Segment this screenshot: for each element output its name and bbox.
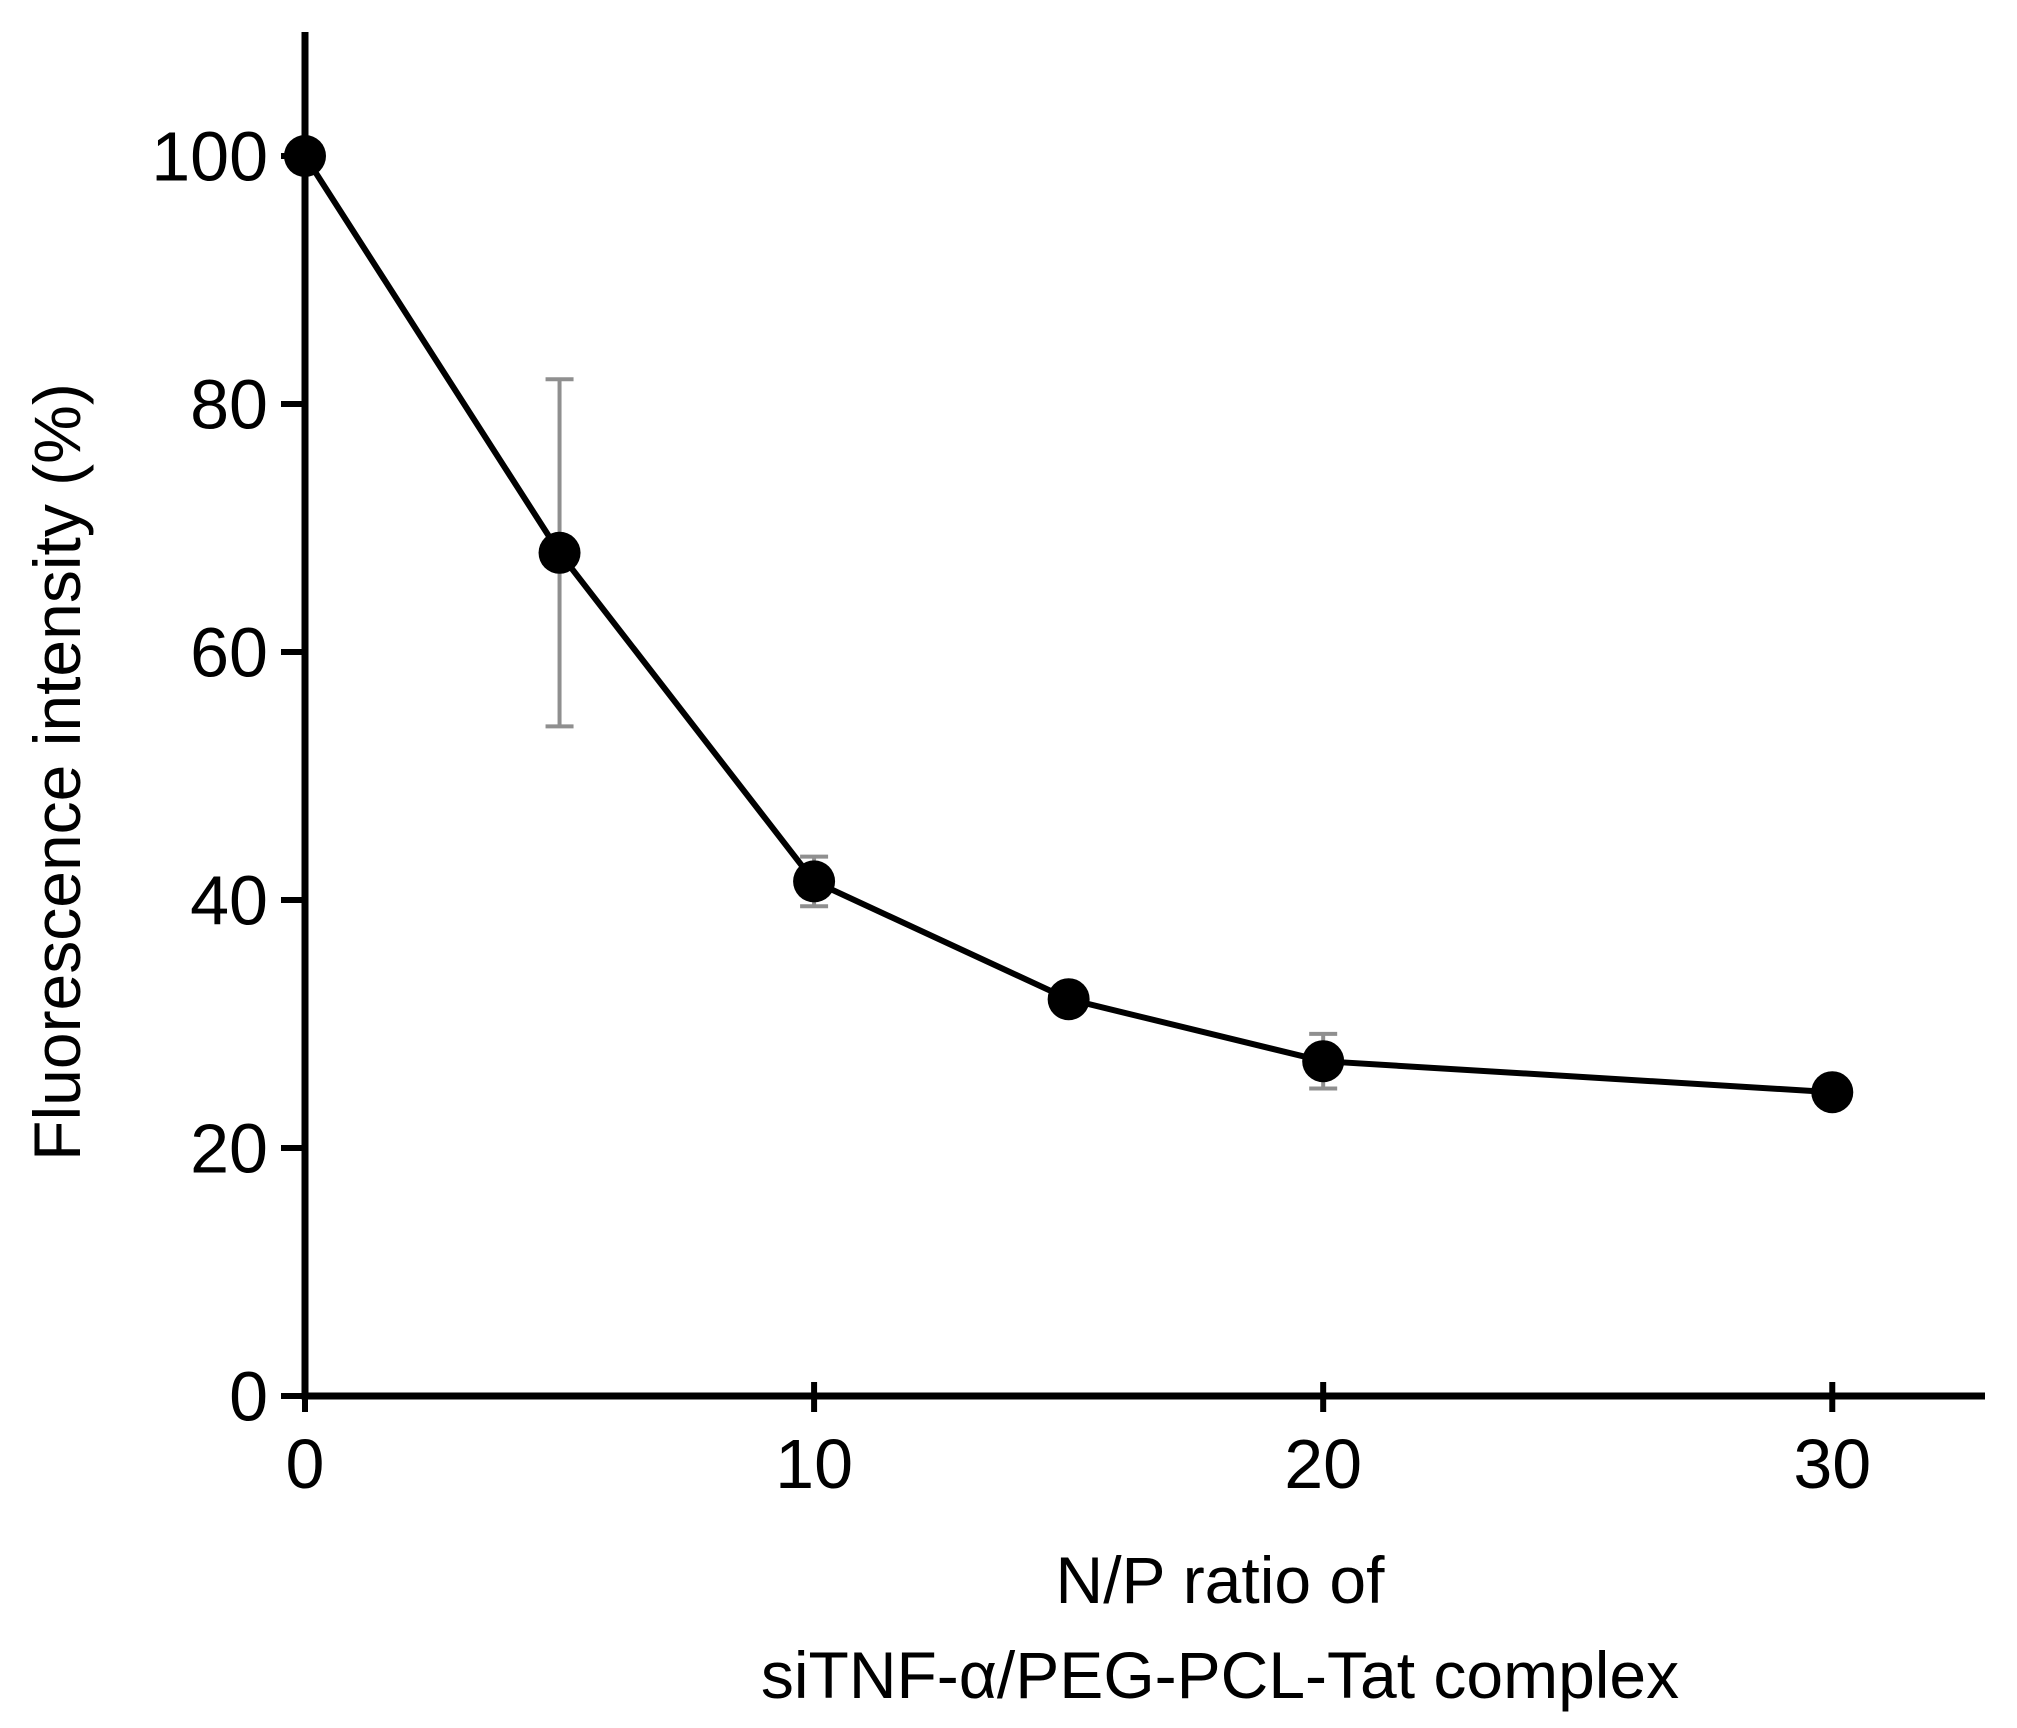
data-point-marker (1811, 1071, 1854, 1114)
x-axis-title-line2: siTNF-α/PEG-PCL-Tat complex (761, 1638, 1679, 1712)
data-point-markers (284, 135, 1854, 1114)
y-tick-label: 40 (190, 862, 268, 940)
x-tick-label: 30 (1793, 1425, 1871, 1503)
x-axis-title-line1: N/P ratio of (1056, 1543, 1386, 1617)
series-line (302, 154, 1833, 1096)
tick-labels: 0 20 40 60 80 100 0 10 20 30 (151, 118, 1871, 1504)
x-tick-label: 10 (775, 1425, 853, 1503)
data-point-marker (538, 531, 581, 574)
y-tick-label: 80 (190, 366, 268, 444)
y-tick-label: 60 (190, 614, 268, 692)
error-bars (545, 377, 1338, 1091)
axes (281, 32, 1985, 1412)
y-axis-title: Fluorescence intensity (%) (20, 383, 94, 1161)
x-tick-label: 20 (1284, 1425, 1362, 1503)
y-tick-label: 20 (190, 1110, 268, 1188)
data-point-marker (793, 860, 836, 903)
data-point-marker (1302, 1040, 1345, 1083)
y-tick-label: 0 (229, 1358, 268, 1436)
data-point-marker (1047, 978, 1090, 1021)
series-line-layer (302, 154, 1833, 1096)
x-tick-label: 0 (286, 1425, 325, 1503)
y-tick-label: 100 (151, 118, 268, 196)
data-point-marker (284, 135, 326, 177)
